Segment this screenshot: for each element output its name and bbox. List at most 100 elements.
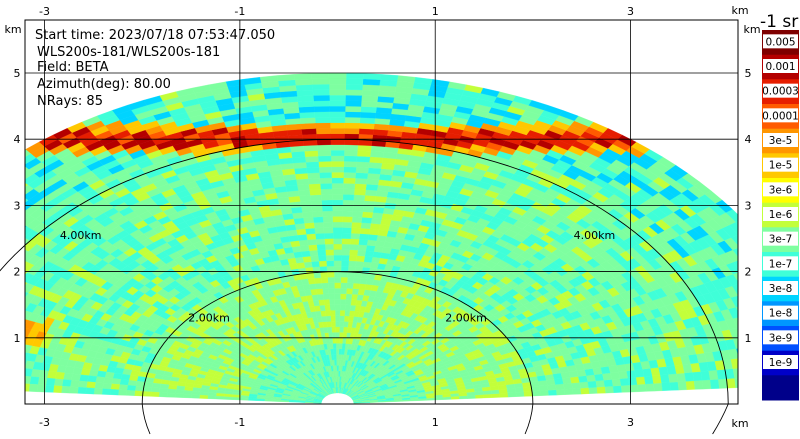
nrays-label: NRays: 85: [37, 94, 103, 109]
field-cell: [297, 234, 307, 240]
field-cell: [330, 101, 346, 107]
field-cell: [337, 371, 339, 377]
field-cell: [299, 195, 311, 201]
field-cell: [368, 234, 378, 240]
field-cell: [361, 217, 372, 223]
field-cell: [320, 272, 327, 278]
field-cell: [356, 167, 369, 173]
field-cell: [332, 194, 343, 200]
field-cell: [38, 377, 47, 385]
field-cell: [515, 387, 524, 392]
field-cell: [365, 190, 377, 196]
field-cell: [299, 107, 315, 113]
x-tick-label-bottom: -3: [39, 416, 50, 429]
field-cell: [339, 343, 342, 349]
field-cell: [317, 145, 331, 151]
field-cell: [232, 397, 240, 400]
field-cell: [483, 394, 492, 398]
field-cell: [345, 299, 351, 305]
field-cell: [342, 338, 346, 344]
field-cell: [323, 294, 329, 300]
field-cell: [348, 316, 353, 322]
field-cell: [0, 382, 5, 391]
field-cell: [319, 167, 332, 173]
field-cell: [351, 228, 361, 234]
field-cell: [46, 378, 55, 386]
field-cell: [344, 161, 357, 167]
field-cell: [350, 244, 359, 250]
field-cell: [330, 112, 345, 118]
field-cell: [369, 229, 379, 235]
field-cell: [357, 151, 371, 157]
field-cell: [320, 178, 332, 184]
field-cell: [343, 178, 355, 184]
field-cell: [126, 390, 135, 395]
field-cell: [0, 322, 8, 332]
field-cell: [175, 394, 184, 398]
field-cell: [330, 123, 345, 129]
field-cell: [339, 327, 343, 333]
field-cell: [610, 372, 620, 380]
field-cell: [335, 299, 341, 305]
field-cell: [10, 298, 23, 308]
field-cell: [224, 397, 232, 400]
field-cell: [363, 79, 381, 85]
field-cell: [309, 189, 321, 195]
field-cell: [570, 377, 579, 384]
field-cell: [621, 385, 630, 392]
field-cell: [330, 106, 346, 112]
field-cell: [312, 73, 330, 79]
field-cell: [313, 90, 330, 96]
field-cell: [351, 233, 360, 239]
field-cell: [329, 84, 346, 90]
field-cell: [5, 306, 17, 316]
field-cell: [321, 194, 332, 200]
field-cell: [45, 385, 54, 392]
field-cell: [335, 305, 340, 311]
field-cell: [103, 383, 112, 389]
field-cell: [301, 251, 310, 257]
field-cell: [604, 380, 613, 387]
field-cell: [351, 300, 357, 306]
field-cell: [677, 373, 686, 382]
range-ring-label: 4.00km: [574, 229, 616, 242]
field-cell: [307, 173, 320, 179]
field-cell: [331, 316, 336, 322]
field-cell: [302, 212, 313, 218]
field-cell: [738, 294, 751, 306]
field-cell: [304, 151, 318, 157]
field-cell: [331, 134, 345, 140]
field-cell: [336, 327, 340, 333]
field-cell: [86, 382, 95, 389]
field-cell: [336, 332, 340, 338]
field-cell: [340, 299, 346, 305]
field-cell: [357, 250, 366, 256]
field-cell: [371, 218, 382, 224]
field-cell: [342, 250, 350, 256]
field-cell: [554, 378, 563, 384]
field-cell: [353, 206, 364, 212]
x-tick-label-bottom: 3: [627, 416, 634, 429]
field-cell: [313, 95, 329, 101]
field-cell: [216, 396, 224, 399]
field-cell: [315, 117, 330, 123]
field-cell: [334, 255, 342, 261]
field-cell: [0, 264, 13, 275]
instrument-label: WLS200s-181/WLS200s-181: [37, 45, 220, 60]
field-cell: [312, 84, 329, 90]
field-cell: [335, 310, 340, 316]
field-cell: [352, 289, 359, 295]
field-cell: [346, 79, 363, 85]
field-cell: [360, 118, 375, 124]
field-cell: [342, 343, 346, 349]
field-cell: [294, 218, 305, 224]
field-cell: [345, 134, 359, 140]
field-cell: [301, 123, 316, 129]
field-cell: [0, 272, 6, 283]
field-cell: [369, 162, 382, 168]
field-cell: [299, 112, 315, 118]
field-cell: [333, 211, 343, 217]
field-cell: [335, 321, 339, 327]
field-cell: [741, 315, 753, 327]
field-cell: [127, 385, 136, 391]
